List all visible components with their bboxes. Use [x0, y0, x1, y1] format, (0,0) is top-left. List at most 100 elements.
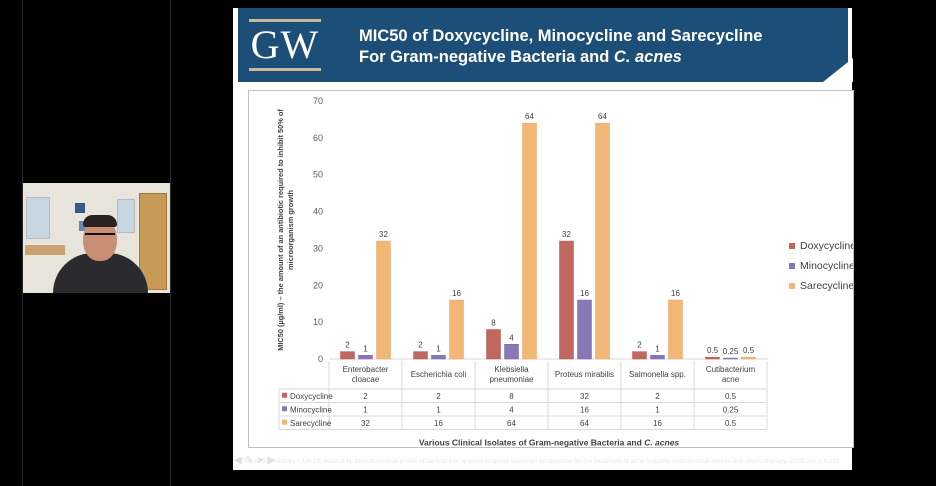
- bar-minocycline-1: [431, 355, 446, 360]
- category-label: Escherichia coli: [411, 370, 467, 379]
- pen-icon[interactable]: ✎: [244, 455, 254, 466]
- table-cell: 32: [580, 392, 589, 401]
- table-cell: 16: [580, 405, 589, 414]
- legend-label-sarecycline: Sarecycline: [800, 280, 853, 292]
- table-cell: 64: [580, 419, 589, 428]
- slide-title: MIC50 of Doxycycline, Minocycline and Sa…: [359, 26, 763, 68]
- bar-minocycline-0: [358, 355, 373, 360]
- next-arrow-icon[interactable]: ▶: [267, 455, 276, 466]
- data-label: 2: [418, 341, 423, 350]
- data-label: 1: [363, 344, 368, 353]
- table-cell: 1: [655, 405, 660, 414]
- table-cell: 0.25: [723, 405, 739, 414]
- mic50-bar-chart: 0 10 20 30 40 50 60 70 MIC50 (µg/ml) – the amoun…: [276, 96, 856, 448]
- category-label: Salmonella spp.: [629, 370, 686, 379]
- slide-banner: GW MIC50 of Doxycycline, Minocycline and…: [238, 8, 853, 82]
- title-line-2-text: For Gram-negative Bacteria and: [359, 48, 614, 66]
- data-label: 1: [655, 344, 660, 353]
- title-line-2: For Gram-negative Bacteria and C. acnes: [359, 47, 763, 68]
- data-label: 8: [491, 319, 496, 328]
- legend-label-doxycycline: Doxycycline: [800, 240, 853, 252]
- y-axis-label-line-1: MIC50 (µg/ml) – the amount of an antibio…: [276, 109, 285, 351]
- left-panel-strip: [0, 0, 23, 486]
- bar-sarecycline-4: [668, 299, 683, 360]
- bar-doxycycline-5: [705, 356, 720, 360]
- table-legend-key: [282, 392, 287, 398]
- category-label: Klebsiella: [494, 365, 529, 374]
- bar-doxycycline-2: [486, 329, 501, 360]
- data-label: 32: [379, 230, 388, 239]
- bar-doxycycline-0: [340, 351, 355, 360]
- data-label: 16: [452, 289, 461, 298]
- pointer-icon[interactable]: ➤: [256, 455, 265, 466]
- bar-sarecycline-0: [376, 240, 391, 360]
- table-cell: 4: [509, 405, 514, 414]
- bar-doxycycline-3: [559, 240, 574, 360]
- video-frame: [75, 203, 85, 213]
- bar-minocycline-3: [577, 299, 592, 360]
- data-label: 16: [580, 289, 589, 298]
- table-cell: 32: [361, 419, 370, 428]
- video-desk: [25, 245, 65, 255]
- bar-minocycline-2: [504, 344, 519, 360]
- table-cell: 2: [363, 392, 368, 401]
- gw-logo: GW: [249, 19, 321, 71]
- x-axis-label-italic: C. acnes: [644, 438, 679, 448]
- bar-sarecycline-2: [522, 122, 537, 360]
- data-label: 0.5: [707, 346, 719, 355]
- category-label: acne: [722, 375, 740, 384]
- table-cell: 0.5: [725, 419, 737, 428]
- table-cell: 16: [434, 419, 443, 428]
- bar-minocycline-4: [650, 355, 665, 360]
- legend-label-minocycline: Minocycline: [800, 260, 853, 272]
- presentation-slide: GW MIC50 of Doxycycline, Minocycline and…: [233, 8, 856, 470]
- participant-video[interactable]: [23, 183, 170, 293]
- data-label: 4: [509, 333, 514, 342]
- data-label: 32: [562, 230, 571, 239]
- table-legend-key: [282, 406, 287, 412]
- table-series-label: Sarecycline: [290, 419, 332, 428]
- legend-swatch-sarecycline: [789, 283, 795, 289]
- bar-sarecycline-3: [595, 122, 610, 360]
- video-cabinet: [139, 193, 167, 290]
- category-label: Enterobacter: [343, 365, 389, 374]
- data-label: 2: [345, 341, 350, 350]
- bar-sarecycline-1: [449, 299, 464, 360]
- prev-arrow-icon[interactable]: ◀: [234, 455, 242, 466]
- data-label: 64: [525, 112, 534, 121]
- video-window: [26, 197, 50, 239]
- title-line-1: MIC50 of Doxycycline, Minocycline and Sa…: [359, 27, 763, 45]
- slide-nav-controls: ◀ ✎ ➤ ▶: [234, 455, 278, 466]
- bar-doxycycline-1: [413, 351, 428, 360]
- bar-doxycycline-4: [632, 351, 647, 360]
- x-axis-label: Various Clinical Isolates of Gram-negati…: [419, 438, 680, 448]
- logo-rule-top: [249, 19, 321, 22]
- y-tick-label: 20: [313, 280, 323, 290]
- bar-sarecycline-5: [741, 356, 756, 360]
- table-series-label: Doxycycline: [290, 392, 333, 401]
- category-label: pneumoniae: [489, 375, 534, 384]
- table-cell: 2: [655, 392, 660, 401]
- data-label: 0.5: [743, 346, 755, 355]
- data-label: 16: [671, 289, 680, 298]
- table-cell: 1: [436, 405, 441, 414]
- logo-text: GW: [250, 22, 320, 67]
- y-tick-label: 10: [313, 317, 323, 327]
- table-cell: 8: [509, 392, 514, 401]
- speaker-hair: [83, 215, 117, 227]
- category-label: Cutibacterium: [706, 365, 756, 374]
- y-tick-label: 50: [313, 170, 323, 180]
- table-cell: 1: [363, 405, 368, 414]
- x-axis-label-text: Various Clinical Isolates of Gram-negati…: [419, 438, 644, 448]
- y-axis-label-line-2: microorganism growth: [286, 189, 295, 270]
- table-cell: 0.5: [725, 392, 737, 401]
- data-label: 64: [598, 112, 607, 121]
- logo-rule-bottom: [249, 68, 321, 71]
- bar-minocycline-5: [723, 357, 738, 360]
- table-cell: 16: [653, 419, 662, 428]
- citation-text: Zhanel G, Critchley I, Lin LY, Alvandi N…: [240, 458, 841, 465]
- data-label: 1: [436, 344, 441, 353]
- data-label: 0.25: [723, 347, 739, 356]
- category-label: Proteus mirabilis: [555, 370, 614, 379]
- y-tick-label: 0: [318, 354, 323, 364]
